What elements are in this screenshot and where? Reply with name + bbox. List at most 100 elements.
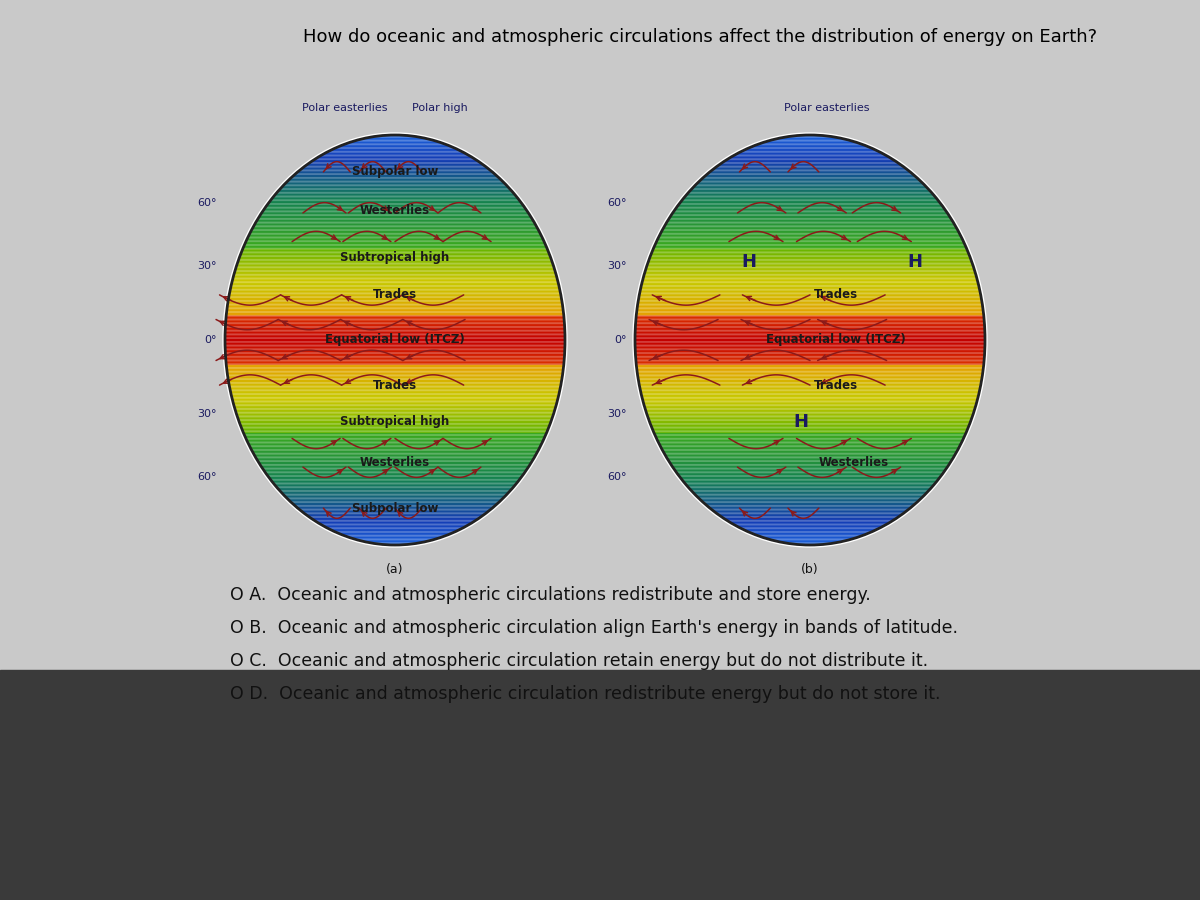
Text: H: H xyxy=(742,253,756,271)
Polygon shape xyxy=(727,158,893,159)
Polygon shape xyxy=(638,380,982,381)
Polygon shape xyxy=(671,214,949,216)
Text: Equatorial low (ITCZ): Equatorial low (ITCZ) xyxy=(767,334,906,346)
Text: 60°: 60° xyxy=(607,198,628,208)
Polygon shape xyxy=(248,444,541,446)
Polygon shape xyxy=(642,398,978,399)
Polygon shape xyxy=(260,213,529,214)
Polygon shape xyxy=(226,359,564,361)
Polygon shape xyxy=(649,259,971,261)
Polygon shape xyxy=(686,485,934,486)
Polygon shape xyxy=(646,411,974,412)
Polygon shape xyxy=(260,464,530,465)
Polygon shape xyxy=(294,506,496,507)
Polygon shape xyxy=(239,422,551,423)
Polygon shape xyxy=(348,142,443,143)
Text: Westerlies: Westerlies xyxy=(360,456,430,470)
Polygon shape xyxy=(236,264,553,265)
Polygon shape xyxy=(263,211,528,212)
Polygon shape xyxy=(228,298,562,299)
Polygon shape xyxy=(341,145,450,146)
Polygon shape xyxy=(736,526,884,527)
Polygon shape xyxy=(284,183,505,184)
Polygon shape xyxy=(725,519,895,520)
Polygon shape xyxy=(721,162,899,164)
Text: Trades: Trades xyxy=(373,288,418,302)
Polygon shape xyxy=(226,324,564,325)
Polygon shape xyxy=(247,238,542,239)
Polygon shape xyxy=(635,341,985,343)
Polygon shape xyxy=(299,169,491,170)
Polygon shape xyxy=(276,486,514,488)
Polygon shape xyxy=(241,253,550,254)
Polygon shape xyxy=(281,491,509,493)
Polygon shape xyxy=(643,277,977,278)
Polygon shape xyxy=(710,170,910,172)
Polygon shape xyxy=(770,539,850,541)
Polygon shape xyxy=(638,301,982,302)
Polygon shape xyxy=(670,462,950,463)
Polygon shape xyxy=(226,318,564,320)
Polygon shape xyxy=(646,410,974,411)
Polygon shape xyxy=(230,290,560,291)
Polygon shape xyxy=(253,452,538,454)
Polygon shape xyxy=(678,204,942,206)
Polygon shape xyxy=(229,292,560,293)
Text: O A.  Oceanic and atmospheric circulations redistribute and store energy.: O A. Oceanic and atmospheric circulation… xyxy=(230,586,871,604)
Polygon shape xyxy=(688,193,932,194)
Text: 0°: 0° xyxy=(204,335,217,345)
Polygon shape xyxy=(636,321,984,322)
Polygon shape xyxy=(635,340,985,341)
Polygon shape xyxy=(228,375,563,377)
Polygon shape xyxy=(722,518,898,519)
Text: Subtropical high: Subtropical high xyxy=(341,416,450,428)
Polygon shape xyxy=(306,515,484,517)
Polygon shape xyxy=(640,383,980,385)
Text: 60°: 60° xyxy=(198,472,217,482)
Polygon shape xyxy=(230,393,559,395)
Polygon shape xyxy=(289,179,502,180)
Polygon shape xyxy=(646,267,974,269)
Polygon shape xyxy=(761,536,859,538)
Polygon shape xyxy=(646,269,974,270)
Polygon shape xyxy=(232,281,558,283)
Polygon shape xyxy=(757,143,863,145)
Text: O C.  Oceanic and atmospheric circulation retain energy but do not distribute it: O C. Oceanic and atmospheric circulation… xyxy=(230,652,928,670)
Polygon shape xyxy=(250,232,540,233)
Polygon shape xyxy=(334,531,456,533)
Polygon shape xyxy=(635,336,985,338)
Polygon shape xyxy=(695,184,925,185)
Polygon shape xyxy=(680,201,940,202)
Polygon shape xyxy=(654,433,966,435)
Polygon shape xyxy=(674,470,946,472)
Polygon shape xyxy=(228,302,563,303)
Polygon shape xyxy=(247,236,542,238)
Polygon shape xyxy=(649,420,971,422)
Polygon shape xyxy=(635,332,985,333)
Polygon shape xyxy=(308,162,481,164)
Polygon shape xyxy=(668,460,952,462)
Polygon shape xyxy=(775,541,845,543)
Polygon shape xyxy=(247,441,542,443)
Polygon shape xyxy=(238,418,552,419)
Polygon shape xyxy=(269,201,521,202)
Polygon shape xyxy=(274,483,516,485)
Polygon shape xyxy=(775,138,845,140)
Polygon shape xyxy=(226,335,565,336)
Polygon shape xyxy=(644,406,976,407)
Polygon shape xyxy=(701,500,919,501)
Text: 30°: 30° xyxy=(198,261,217,271)
Polygon shape xyxy=(692,491,928,493)
Polygon shape xyxy=(247,443,542,444)
Bar xyxy=(0,670,1200,900)
Text: H: H xyxy=(907,253,923,271)
Polygon shape xyxy=(282,185,508,187)
Polygon shape xyxy=(684,482,936,483)
Polygon shape xyxy=(640,388,980,389)
Polygon shape xyxy=(731,156,889,157)
Polygon shape xyxy=(647,265,973,266)
Polygon shape xyxy=(226,322,564,324)
Polygon shape xyxy=(635,343,985,344)
Polygon shape xyxy=(635,351,985,352)
Polygon shape xyxy=(266,474,523,475)
